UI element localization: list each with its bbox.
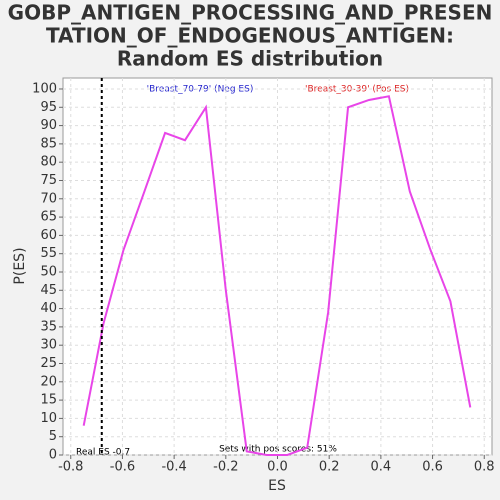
y-tick-label: 65 [40, 210, 57, 225]
x-tick-label: 0.0 [267, 460, 288, 475]
y-tick-label: 85 [40, 136, 57, 151]
y-tick-label: 60 [40, 228, 57, 243]
y-tick-label: 55 [40, 246, 57, 261]
chart-title: TATION_OF_ENDOGENOUS_ANTIGEN: [46, 24, 454, 48]
pos-label: 'Breast_30-39' (Pos ES) [305, 85, 409, 95]
x-tick-label: 0.2 [319, 460, 340, 475]
y-axis-label: P(ES) [12, 247, 28, 284]
y-tick-label: 10 [40, 411, 57, 426]
x-tick-label: -0.6 [110, 460, 135, 475]
y-tick-label: 0 [49, 448, 57, 463]
y-tick-label: 40 [40, 301, 57, 316]
x-tick-label: -0.2 [213, 460, 238, 475]
chart-title: GOBP_ANTIGEN_PROCESSING_AND_PRESEN [8, 1, 493, 25]
real-es-label: Real ES -0.7 [76, 448, 130, 458]
y-tick-label: 5 [49, 429, 57, 444]
x-tick-label: -0.8 [58, 460, 83, 475]
data-line [82, 95, 472, 456]
y-tick-label: 80 [40, 155, 57, 170]
y-tick-label: 45 [40, 283, 57, 298]
y-tick-label: 15 [40, 393, 57, 408]
y-tick-label: 30 [40, 338, 57, 353]
x-tick-label: -0.4 [161, 460, 186, 475]
y-tick-label: 100 [32, 81, 57, 96]
y-tick-label: 95 [40, 100, 57, 115]
y-tick-label: 25 [40, 356, 57, 371]
y-tick-label: 90 [40, 118, 57, 133]
y-tick-label: 50 [40, 264, 57, 279]
neg-label: 'Breast_70-79' (Neg ES) [147, 85, 254, 95]
chart-title: Random ES distribution [117, 47, 383, 71]
y-tick-label: 75 [40, 173, 57, 188]
y-tick-label: 35 [40, 319, 57, 334]
x-tick-label: 0.6 [422, 460, 443, 475]
pos-scores-label: Sets with pos scores: 51% [219, 445, 337, 455]
y-tick-label: 20 [40, 374, 57, 389]
x-axis-label: ES [268, 478, 286, 494]
y-tick-label: 70 [40, 191, 57, 206]
x-tick-label: 0.4 [371, 460, 392, 475]
x-tick-label: 0.8 [474, 460, 495, 475]
